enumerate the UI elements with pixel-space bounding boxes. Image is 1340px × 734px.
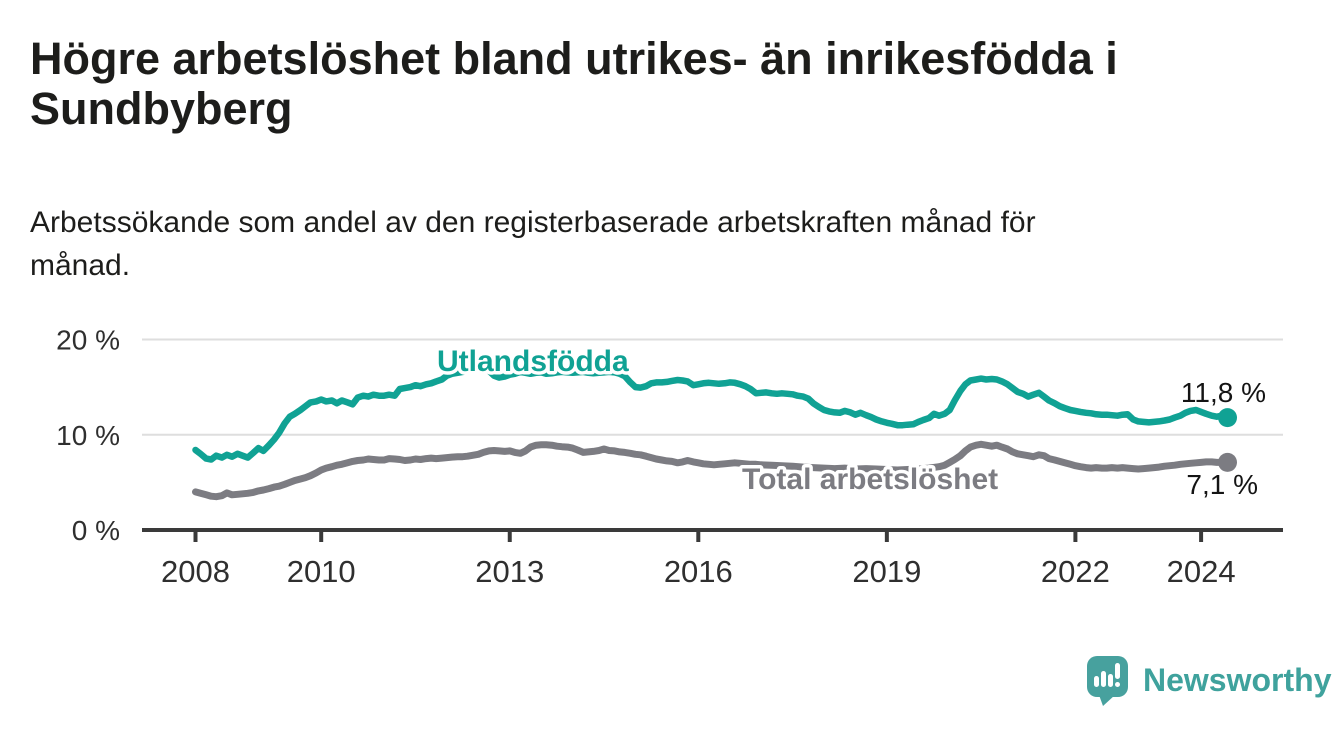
newsworthy-logo-icon: [1087, 655, 1128, 706]
series-line-total-arbetsloshet: [192, 440, 1231, 501]
end-value-label-total-arbetsloshet: 7,1 %: [1186, 469, 1258, 500]
series-labels: Utlandsfödda Total arbetslöshet 11,8 % 7…: [434, 342, 1269, 503]
series-end-dot-0: [1218, 408, 1237, 428]
gridlines: [142, 338, 1283, 436]
y-tick-label-20: 20 %: [56, 325, 120, 356]
newsworthy-logo: Newsworthy: [1086, 655, 1332, 706]
page-subtitle: Arbetssökande som andel av den registerb…: [30, 201, 1250, 287]
series-line-utlandsfodda: [192, 364, 1231, 463]
x-tick-label-2024: 2024: [1167, 554, 1236, 589]
series-label-total-arbetsloshet: Total arbetslöshet: [742, 463, 998, 496]
end-value-label-utlandsfodda: 11,8 %: [1181, 377, 1266, 408]
page-title: Högre arbetslöshet bland utrikes- än inr…: [30, 34, 1300, 134]
page-title-line1: Högre arbetslöshet bland utrikes- än inr…: [30, 33, 1118, 84]
series-lines: [192, 364, 1231, 501]
series-end-dot-1: [1218, 452, 1237, 472]
x-tick-label-2013: 2013: [475, 554, 544, 589]
axes: 0 % 10 % 20 % 2008 2010 2013 2016 2019 2022 2024: [56, 325, 1283, 589]
x-tick-label-2010: 2010: [287, 554, 356, 589]
x-tick-label-2022: 2022: [1041, 554, 1110, 589]
y-tick-label-10: 10 %: [56, 420, 120, 451]
series-label-utlandsfodda: Utlandsfödda: [437, 345, 629, 378]
series-end-dots: [1218, 408, 1237, 472]
page-subtitle-line1: Arbetssökande som andel av den registerb…: [30, 206, 1036, 239]
page-title-line2: Sundbyberg: [30, 83, 293, 134]
page-subtitle-line2: månad.: [30, 249, 131, 282]
x-tick-label-2019: 2019: [852, 554, 921, 589]
x-tick-label-2016: 2016: [664, 554, 733, 589]
y-tick-label-0: 0 %: [72, 515, 120, 546]
newsworthy-logo-text: Newsworthy: [1143, 661, 1332, 698]
x-tick-label-2008: 2008: [161, 554, 230, 589]
